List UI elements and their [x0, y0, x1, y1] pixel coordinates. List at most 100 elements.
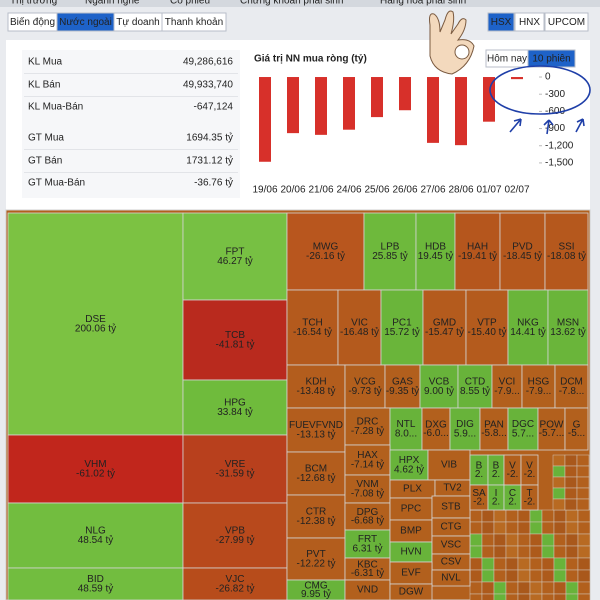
tile-filler — [493, 509, 507, 523]
tile[interactable] — [182, 502, 288, 569]
tile-filler — [517, 545, 531, 559]
tile-name: STB — [441, 502, 461, 513]
tile[interactable] — [286, 364, 346, 409]
tile-name: MSN — [557, 317, 579, 328]
tile[interactable] — [286, 289, 339, 366]
tile-value: -5.8... — [481, 428, 507, 439]
tile[interactable] — [564, 407, 589, 451]
tile[interactable] — [537, 407, 566, 451]
tile[interactable] — [380, 289, 424, 366]
tile-filler — [481, 545, 495, 559]
tile-filler — [517, 581, 531, 595]
x-tick-label: 25/06 — [364, 185, 389, 196]
tile-name: PAN — [484, 419, 504, 430]
chart-title: Giá trị NN mua ròng (tỷ) — [254, 54, 367, 65]
tile[interactable] — [507, 407, 539, 451]
tile-filler — [529, 557, 543, 571]
subtab-label: Nước ngoài — [59, 17, 112, 28]
tile[interactable] — [421, 407, 451, 451]
nav-tab[interactable]: Ngành nghề — [85, 0, 140, 7]
tile[interactable] — [286, 212, 365, 291]
tile-filler — [505, 533, 519, 547]
tile-name: FPT — [226, 246, 245, 257]
y-tick-label: -300 — [545, 89, 565, 100]
tile[interactable] — [286, 451, 346, 496]
tile[interactable] — [286, 537, 346, 581]
tile[interactable] — [182, 567, 288, 600]
tile[interactable] — [491, 364, 523, 409]
tile[interactable] — [389, 583, 433, 600]
tile[interactable] — [344, 529, 391, 559]
tile[interactable] — [465, 289, 509, 366]
tile[interactable] — [182, 212, 288, 301]
exchange-tab[interactable] — [514, 12, 545, 32]
tile[interactable] — [344, 364, 386, 409]
tile-filler — [564, 498, 578, 511]
tile[interactable] — [286, 494, 346, 539]
tile-filler — [505, 521, 519, 535]
tile-name: KBC — [357, 559, 378, 570]
tile-value: -31.59 tỷ — [216, 467, 255, 479]
tile-filler — [493, 593, 507, 600]
tile[interactable] — [427, 449, 471, 481]
stat-label: KL Mua-Bán — [28, 102, 83, 113]
tile[interactable] — [337, 289, 382, 366]
nav-tab[interactable]: Chứng khoán phái sinh — [240, 0, 343, 7]
tile[interactable] — [544, 212, 589, 291]
tile[interactable] — [286, 407, 346, 453]
nav-tab[interactable]: Cổ phiếu — [170, 0, 210, 7]
tile-filler — [541, 581, 555, 595]
tile[interactable] — [479, 407, 509, 451]
tile[interactable] — [344, 502, 391, 531]
tile-filler — [541, 557, 555, 571]
tile[interactable] — [384, 364, 421, 409]
exchange-label: HSX — [491, 17, 512, 28]
tile[interactable] — [363, 212, 417, 291]
tile[interactable] — [422, 289, 467, 366]
tile[interactable] — [344, 474, 391, 504]
tile-filler — [564, 487, 578, 500]
tile[interactable] — [520, 484, 539, 511]
tile[interactable] — [182, 379, 288, 436]
nav-tab[interactable]: Thị trường — [10, 0, 57, 7]
exchange-tab[interactable] — [487, 12, 515, 32]
tile[interactable] — [7, 434, 184, 504]
stat-label: GT Mua — [28, 133, 64, 144]
tile-value: -12.38 tỷ — [297, 515, 336, 527]
tile-filler — [564, 476, 578, 489]
stat-label: KL Bán — [28, 80, 60, 91]
nav-tab[interactable]: Hàng hóa phái sinh — [380, 0, 466, 7]
tile-name: PVT — [306, 549, 325, 560]
stat-value: 1694.35 tỷ — [186, 132, 233, 144]
tile[interactable] — [7, 567, 184, 600]
tile-filler — [576, 487, 590, 500]
tile-filler — [505, 509, 519, 523]
tile[interactable] — [431, 569, 471, 587]
tile[interactable] — [415, 212, 456, 291]
tile-filler — [529, 545, 543, 559]
tile-value: 9.95 tỷ — [301, 588, 331, 600]
subtab[interactable] — [161, 12, 227, 32]
tile[interactable] — [182, 299, 288, 381]
tile[interactable] — [547, 289, 589, 366]
tile-value: -27.99 tỷ — [216, 534, 255, 546]
tile-name: CTG — [440, 522, 461, 533]
tile-filler — [565, 521, 579, 535]
exchange-tab[interactable] — [544, 12, 589, 32]
tile-filler — [553, 569, 567, 583]
tile[interactable] — [419, 364, 459, 409]
tile-name: EVF — [401, 568, 420, 579]
tile[interactable] — [499, 212, 546, 291]
tile-filler — [505, 545, 519, 559]
tile-value: -13.48 tỷ — [297, 385, 336, 397]
tile-filler — [517, 509, 531, 523]
tile-name: NKG — [517, 317, 539, 328]
tile[interactable] — [449, 407, 481, 451]
tile-value: -6.0... — [423, 428, 449, 439]
tile-name: BCM — [305, 463, 327, 474]
tile-name: GAS — [392, 376, 413, 387]
tile[interactable] — [7, 502, 184, 569]
stat-value: -647,124 — [194, 102, 234, 113]
tile-name: I — [495, 488, 498, 499]
